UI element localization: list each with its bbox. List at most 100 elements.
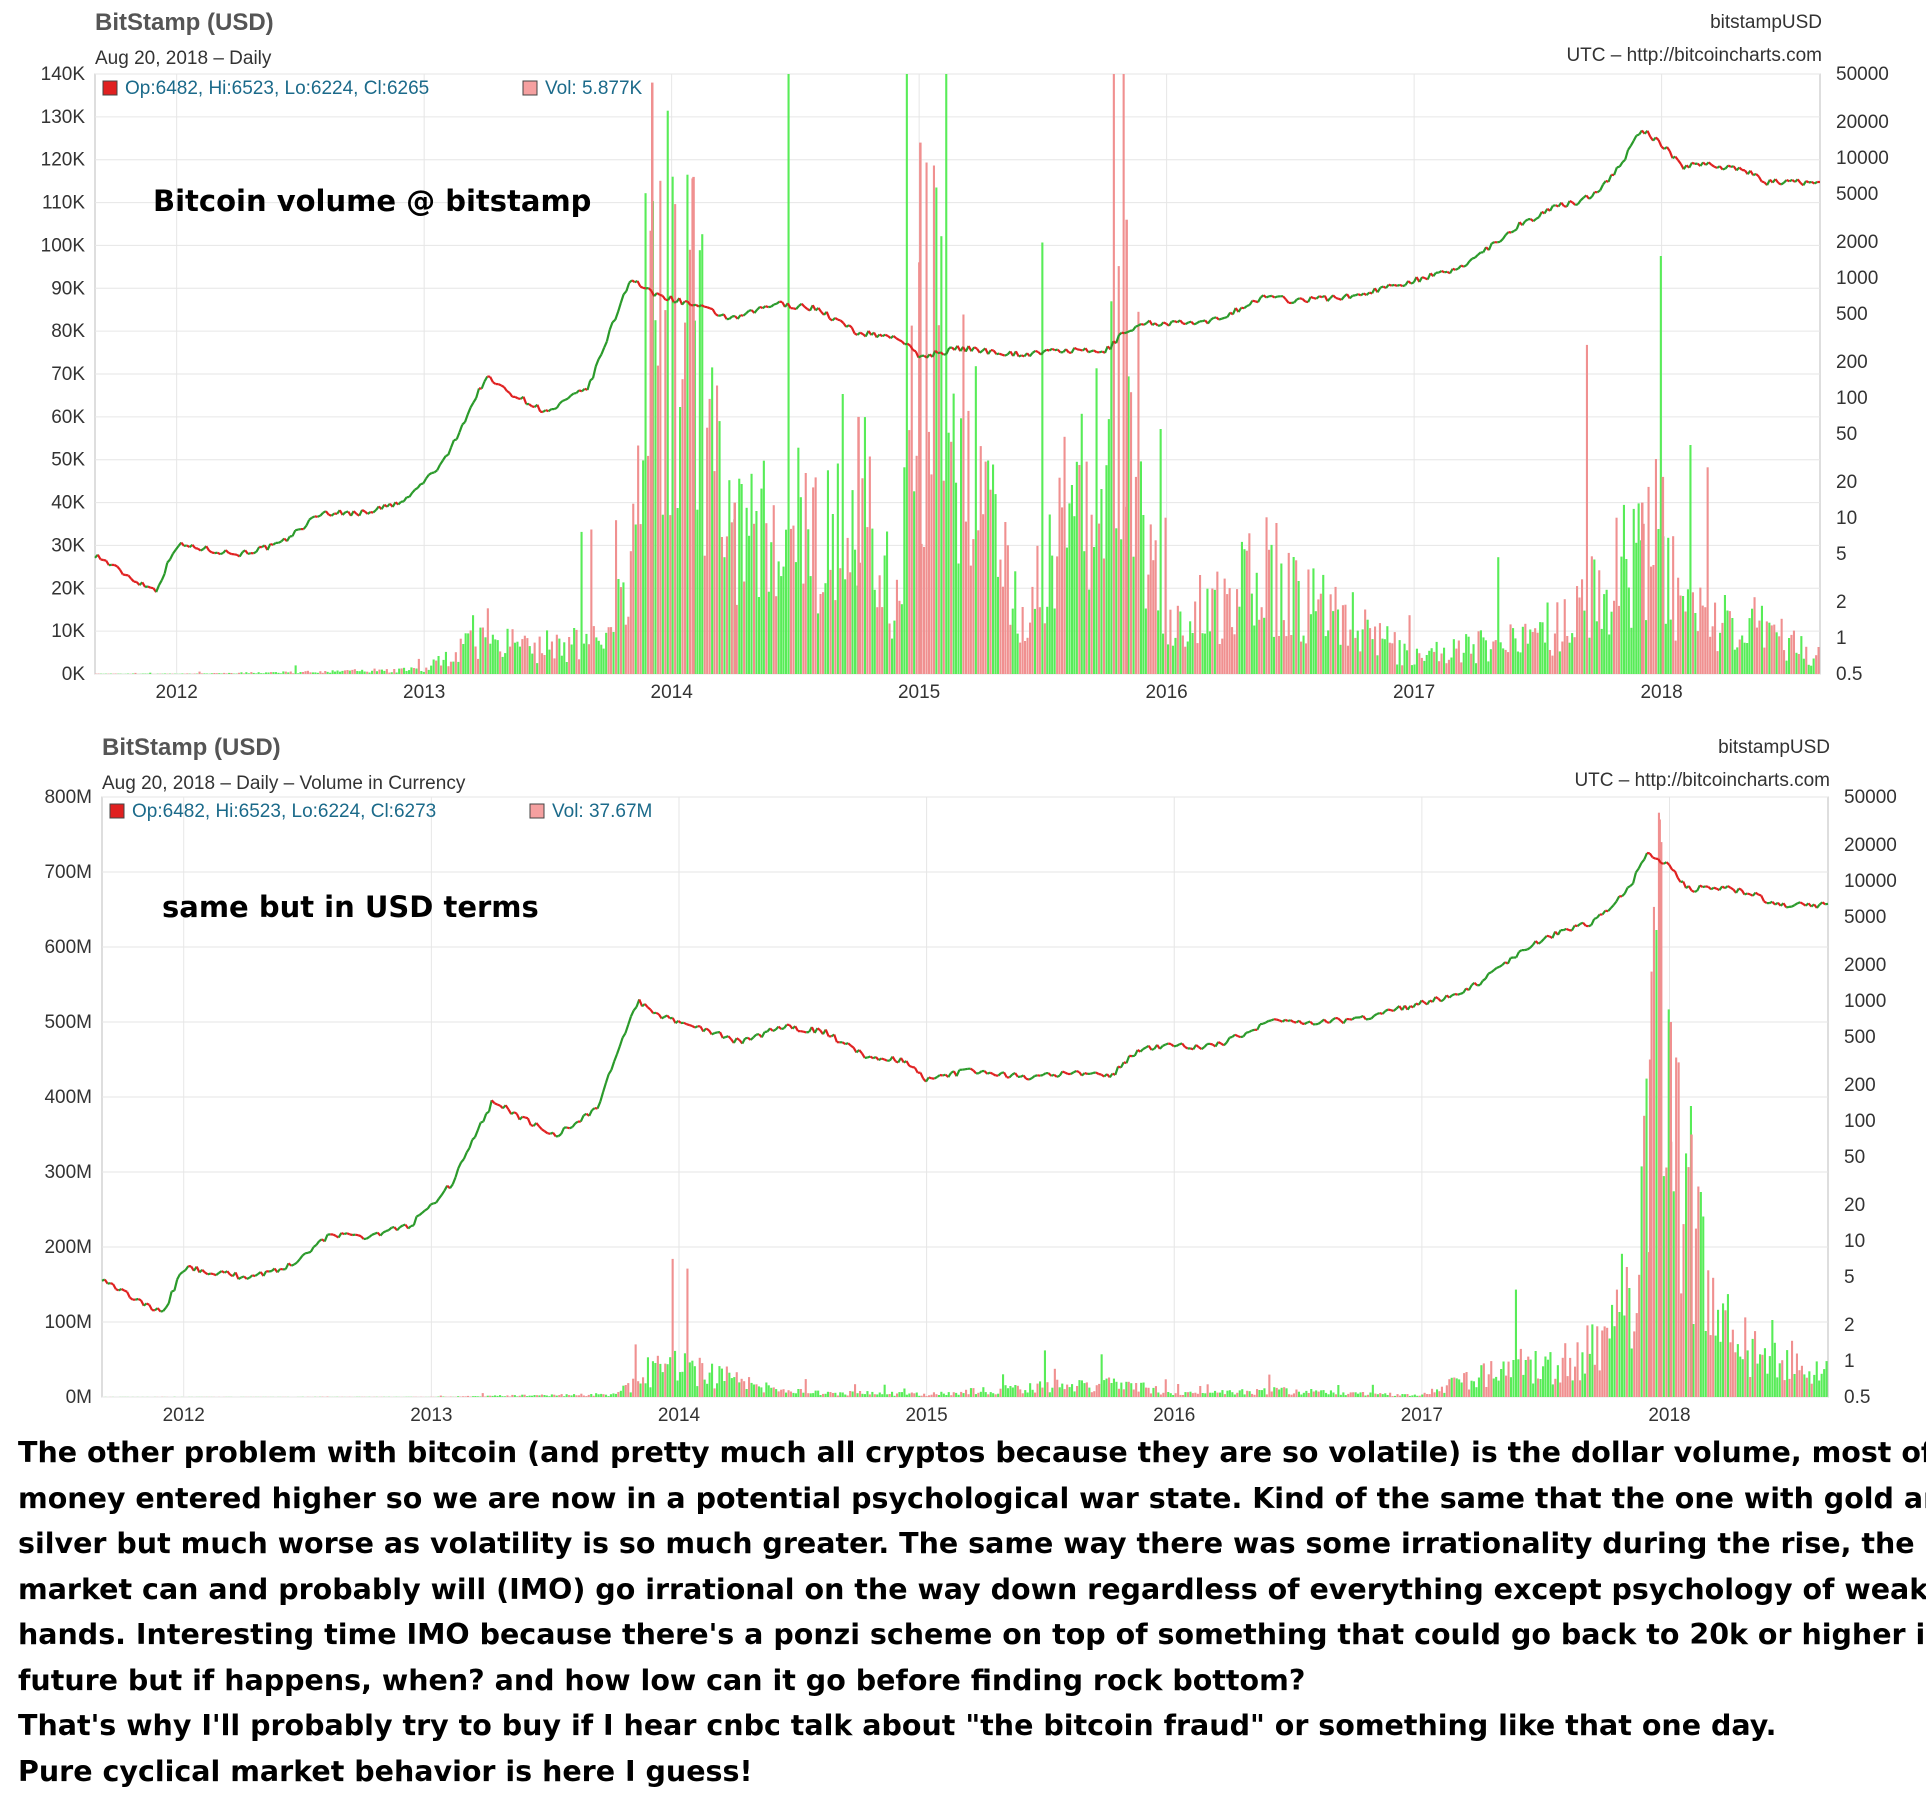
volume-bar [1201,633,1204,674]
volume-bar [834,600,837,674]
volume-bar [198,671,201,674]
volume-bar [1381,1394,1384,1397]
volume-bar [1482,1363,1485,1397]
volume-bar [1122,1389,1125,1397]
volume-bar [1551,655,1554,674]
right-tick-label: 2 [1836,592,1847,613]
price-segment [1666,146,1671,152]
volume-bar [669,1357,672,1397]
volume-bar [619,587,622,674]
price-segment [536,404,542,413]
price-segment [649,1008,655,1014]
volume-bar [247,673,250,674]
volume-bar [1191,633,1194,674]
volume-bar [960,418,963,674]
volume-bar [777,1391,780,1397]
volume-bar [1016,633,1019,674]
volume-bar [974,366,977,674]
price-segment [574,1120,579,1125]
volume-bar [582,643,585,674]
volume-bar [698,250,701,674]
price-segment [997,1072,1002,1077]
price-segment [1087,350,1092,354]
price-segment [1092,1071,1097,1075]
price-segment [1657,139,1663,148]
right-tick-label: 2 [1844,1315,1855,1336]
price-segment [831,317,836,322]
price-segment [1432,272,1437,277]
price-segment [570,392,575,397]
left-tick-label: 0K [62,664,86,685]
price-segment [215,1272,220,1277]
volume-bar [610,627,613,674]
price-segment [1637,862,1643,869]
volume-bar [955,1392,958,1397]
volume-bar [681,1371,684,1397]
price-segment [545,409,549,413]
price-segment [1490,969,1495,974]
price-segment [280,537,285,543]
volume-bar [738,1382,741,1397]
volume-bar [1660,842,1663,1397]
volume-bar [992,464,995,674]
volume-bar [1410,665,1413,674]
price-segment [435,1198,440,1204]
left-tick-label: 100M [44,1312,92,1333]
volume-bar [1107,419,1110,674]
price-segment [1099,350,1103,354]
price-segment [439,459,444,466]
price-segment [1529,944,1534,949]
volume-bar [1426,1394,1429,1397]
volume-bar [799,1389,802,1397]
price-segment [1788,178,1793,183]
price-segment [979,349,984,354]
volume-bar [1475,663,1478,674]
price-segment [234,1271,240,1280]
volume-bar [831,514,834,674]
volume-bar [1586,1325,1589,1397]
price-segment [618,1037,624,1047]
volume-bar [1445,663,1448,674]
volume-bar [1756,1363,1759,1397]
price-segment [1777,902,1782,907]
volume-bar [1260,607,1263,674]
price-segment [1660,862,1665,865]
price-segment [945,347,951,355]
price-segment [983,1070,989,1075]
volume-bar [605,1394,608,1397]
price-segment [608,321,614,331]
price-segment [615,1045,621,1055]
volume-bar [1066,1384,1069,1397]
price-segment [602,1082,607,1093]
price-segment [760,1031,766,1038]
price-segment [1612,900,1618,906]
volume-bar [1600,628,1603,674]
volume-bar [543,1395,546,1397]
price-segment [978,1070,983,1075]
price-segment [1763,900,1768,905]
price-segment [686,300,692,306]
volume-bar [999,559,1002,674]
price-segment [115,1288,120,1292]
price-segment [162,1306,167,1312]
volume-bar [1608,634,1611,674]
volume-bar [1805,646,1808,674]
price-segment [736,314,742,320]
volume-bar [1487,661,1490,674]
volume-bar [294,665,297,674]
price-segment [1195,1044,1200,1049]
volume-bar [1063,1389,1066,1397]
price-segment [1338,297,1342,301]
volume-bar [688,1362,691,1397]
volume-bar [745,1389,748,1397]
volume-bar [1490,1361,1493,1397]
price-segment [116,565,121,571]
price-segment [96,554,102,560]
volume-bar [484,1396,487,1397]
price-segment [385,1229,390,1233]
price-segment [485,1110,490,1115]
commentary-text: The other problem with bitcoin (and pret… [18,1430,1926,1794]
volume-bar [1791,1340,1794,1397]
volume-bar [252,672,255,674]
left-tick-label: 10K [51,621,85,642]
